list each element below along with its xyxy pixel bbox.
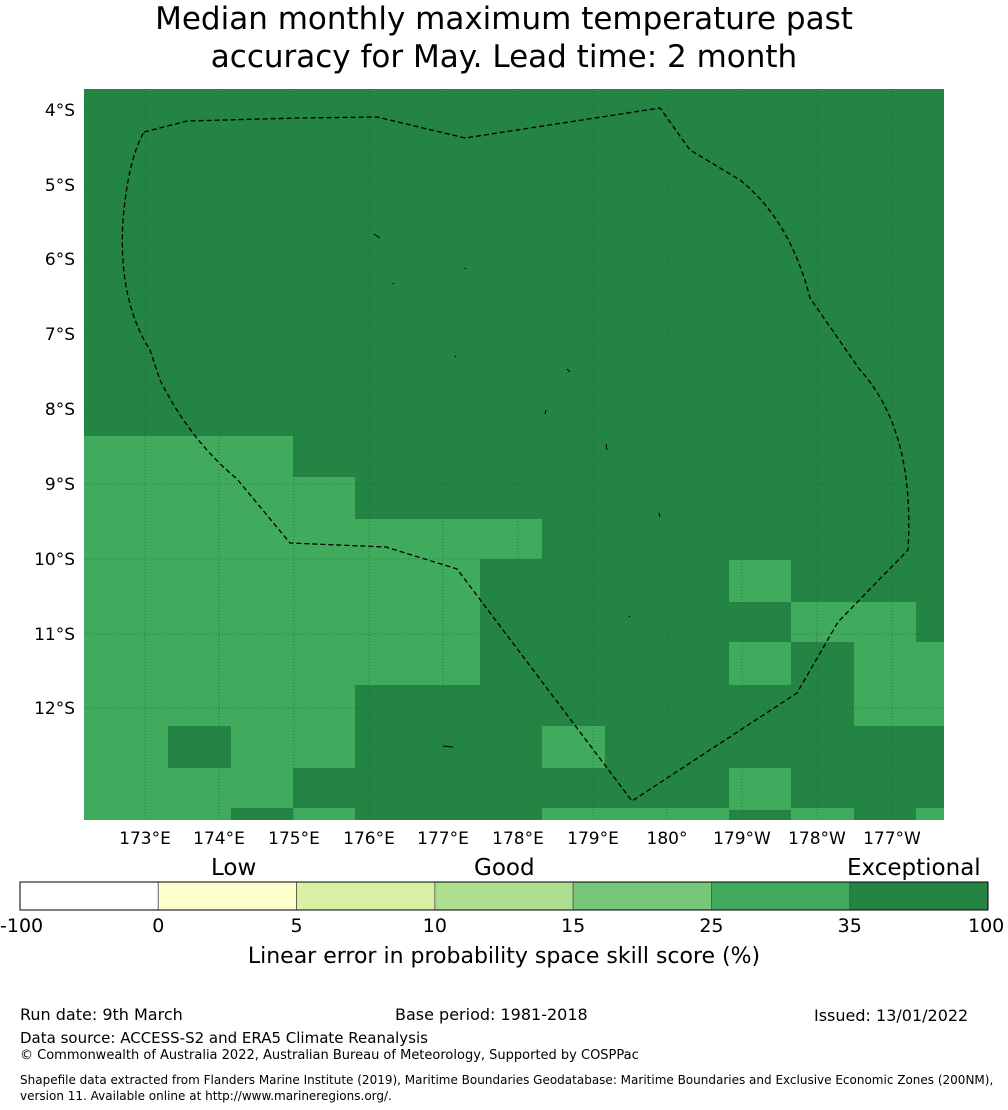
islands — [373, 233, 661, 748]
skill-cell-very-good — [293, 477, 355, 810]
skill-cell-very-good — [293, 808, 355, 820]
island-2 — [464, 267, 467, 270]
island-9 — [628, 615, 631, 618]
longitude-labels: 173°E 174°E 175°E 176°E 177°E 178°E 179°E 180° 1… — [119, 829, 921, 849]
lat-label: 11°S — [34, 625, 75, 645]
skill-cell-very-good — [355, 559, 480, 685]
legend-exceptional-label: Exceptional — [847, 855, 981, 881]
latitude-labels: 4°S 5°S 6°S 7°S 8°S 9°S 10°S 11°S 12°S — [34, 101, 75, 719]
lat-label: 9°S — [45, 475, 75, 495]
skill-cell-very-good — [791, 602, 916, 642]
lat-label: 7°S — [45, 325, 75, 345]
map-title: Median monthly maximum temperature past … — [0, 0, 1008, 76]
colorbar-outline — [19, 881, 989, 911]
skill-cell-very-good — [355, 519, 542, 559]
lat-label: 12°S — [34, 699, 75, 719]
issued-date: Issued: 13/01/2022 — [814, 1006, 969, 1025]
colorbar-bin — [296, 881, 436, 911]
lon-label: 175°E — [268, 829, 320, 849]
lon-label: 178°W — [788, 829, 846, 849]
colorbar-bin — [849, 881, 989, 911]
lon-label: 179°W — [713, 829, 771, 849]
skill-cell-very-good — [791, 808, 854, 820]
copyright: © Commonwealth of Australia 2022, Austra… — [20, 1048, 639, 1063]
lon-label: 178°E — [492, 829, 544, 849]
skill-cell-very-good — [729, 642, 791, 685]
title-line-2: accuracy for May. Lead time: 2 month — [210, 39, 798, 75]
colorbar-tick-label: 15 — [561, 915, 586, 937]
colorbar — [19, 881, 989, 911]
colorbar-bin — [434, 881, 574, 911]
title-line-1: Median monthly maximum temperature past — [155, 1, 853, 37]
shapefile-credit-line-2: version 11. Available online at http://w… — [20, 1089, 392, 1103]
shapefile-credit: Shapefile data extracted from Flanders M… — [20, 1072, 1008, 1104]
island-8 — [658, 512, 661, 518]
colorbar-title: Linear error in probability space skill … — [247, 944, 761, 969]
colorbar-tick-label: 5 — [290, 915, 303, 937]
graticule — [84, 89, 944, 820]
colorbar-tick-label: 10 — [422, 915, 447, 937]
lon-label: 173°E — [119, 829, 171, 849]
colorbar-bin — [711, 881, 851, 911]
run-date: Run date: 9th March — [20, 1005, 183, 1024]
lon-label: 177°W — [863, 829, 921, 849]
island-7 — [605, 443, 608, 451]
lon-label: 177°E — [417, 829, 469, 849]
colorbar-tick-label: 35 — [837, 915, 862, 937]
skill-cell-very-good — [854, 642, 944, 726]
lon-label: 179°E — [567, 829, 619, 849]
lat-label: 5°S — [45, 176, 75, 196]
colorbar-tick-label: -100 — [0, 915, 44, 937]
lon-label: 180° — [647, 829, 688, 849]
lat-label: 10°S — [34, 550, 75, 570]
lon-label: 176°E — [343, 829, 395, 849]
lon-label: 174°E — [193, 829, 245, 849]
island-10 — [442, 745, 454, 748]
skill-cell-very-good — [729, 768, 791, 810]
colorbar-bin — [572, 881, 712, 911]
base-period: Base period: 1981-2018 — [395, 1005, 588, 1024]
legend-good-label: Good — [474, 855, 535, 881]
island-1 — [373, 233, 381, 239]
island-5 — [566, 368, 571, 373]
colorbar-bin — [19, 881, 159, 911]
skill-grid — [84, 89, 944, 820]
colorbar-tick-label: 0 — [152, 915, 165, 937]
lat-label: 6°S — [45, 250, 75, 270]
lat-label: 8°S — [45, 400, 75, 420]
island-4 — [454, 355, 457, 358]
island-6 — [544, 409, 547, 415]
colorbar-tick-label: 25 — [699, 915, 724, 937]
colorbar-tick-label: 100 — [968, 915, 1005, 937]
skill-cell-very-good — [729, 560, 791, 602]
skill-cell-very-good — [542, 726, 605, 768]
skill-cell-very-good — [542, 808, 729, 820]
lat-label: 4°S — [45, 101, 75, 121]
data-source: Data source: ACCESS-S2 and ERA5 Climate … — [20, 1029, 428, 1047]
colorbar-bin — [157, 881, 297, 911]
skill-cell-exceptional — [231, 808, 293, 820]
island-3 — [392, 282, 395, 285]
skill-cell-very-good — [916, 808, 944, 820]
shapefile-credit-line-1: Shapefile data extracted from Flanders M… — [20, 1073, 994, 1087]
legend-low-label: Low — [211, 855, 257, 881]
skill-cell-exceptional — [293, 768, 355, 808]
skill-cell-exceptional — [168, 726, 231, 768]
